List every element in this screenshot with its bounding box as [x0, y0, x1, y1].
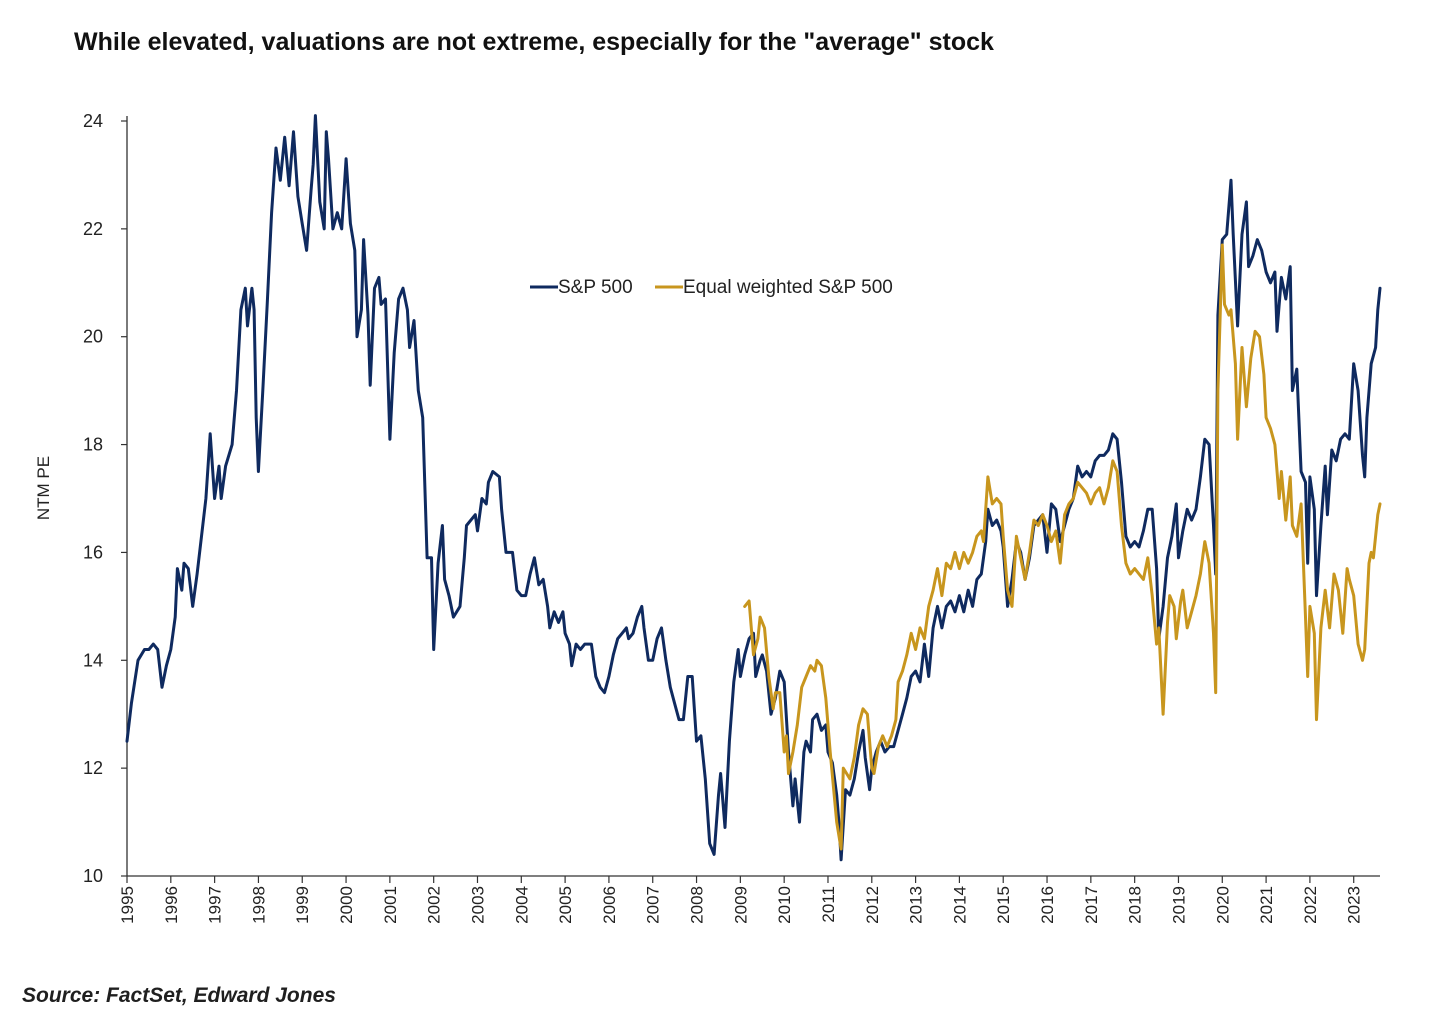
x-tick-label: 2009 — [731, 886, 750, 924]
x-tick-label: 2012 — [863, 886, 882, 924]
x-tick-label: 2005 — [556, 886, 575, 924]
x-tick-label: 2018 — [1126, 886, 1145, 924]
legend-label-sp500: S&P 500 — [558, 277, 633, 298]
y-tick-label: 10 — [83, 866, 103, 886]
legend-label-equal-weighted: Equal weighted S&P 500 — [683, 277, 893, 298]
y-tick-label: 20 — [83, 327, 103, 347]
x-tick-label: 1997 — [206, 886, 225, 924]
y-tick-label: 14 — [83, 650, 103, 670]
x-tick-label: 2021 — [1257, 886, 1276, 924]
source-note: Source: FactSet, Edward Jones — [22, 984, 336, 1007]
y-tick-label: 18 — [83, 435, 103, 455]
x-axis-ticks: 1995 1996 1997 1998 1999 2000 2001 2002 2003 2004… — [118, 876, 1364, 924]
x-tick-label: 2011 — [819, 886, 838, 923]
x-tick-label: 1995 — [118, 886, 137, 924]
y-tick-label: 16 — [83, 542, 103, 562]
x-tick-label: 2022 — [1301, 886, 1320, 924]
x-tick-label: 2013 — [907, 886, 926, 924]
y-axis-ticks: 10 12 14 16 18 20 22 24 — [83, 111, 127, 886]
x-tick-label: 1999 — [293, 886, 312, 924]
x-tick-label: 2017 — [1082, 886, 1101, 924]
x-tick-label: 2014 — [950, 886, 969, 924]
x-tick-label: 2003 — [468, 886, 487, 924]
y-tick-label: 12 — [83, 758, 103, 778]
x-tick-label: 2020 — [1213, 886, 1232, 924]
x-tick-label: 2016 — [1038, 886, 1057, 924]
x-tick-label: 2008 — [688, 886, 707, 924]
x-tick-label: 2010 — [775, 886, 794, 924]
x-tick-label: 2002 — [425, 886, 444, 924]
x-tick-label: 2019 — [1169, 886, 1188, 924]
x-tick-label: 2000 — [337, 886, 356, 924]
x-tick-label: 2023 — [1345, 886, 1364, 924]
x-tick-label: 2004 — [512, 886, 531, 924]
x-tick-label: 2007 — [644, 886, 663, 924]
sp500-line — [125, 114, 1382, 862]
chart-title: While elevated, valuations are not extre… — [74, 28, 994, 56]
x-tick-label: 1998 — [249, 886, 268, 924]
x-tick-label: 2006 — [600, 886, 619, 924]
y-tick-label: 22 — [83, 219, 103, 239]
chart-axes — [126, 116, 1380, 877]
chart-legend: S&P 500 Equal weighted S&P 500 — [530, 277, 893, 298]
y-tick-label: 24 — [83, 111, 103, 131]
x-tick-label: 1996 — [162, 886, 181, 924]
series-lines — [125, 114, 1382, 862]
equal-weighted-line — [743, 243, 1382, 851]
x-tick-label: 2001 — [381, 886, 400, 924]
x-tick-label: 2015 — [994, 886, 1013, 924]
